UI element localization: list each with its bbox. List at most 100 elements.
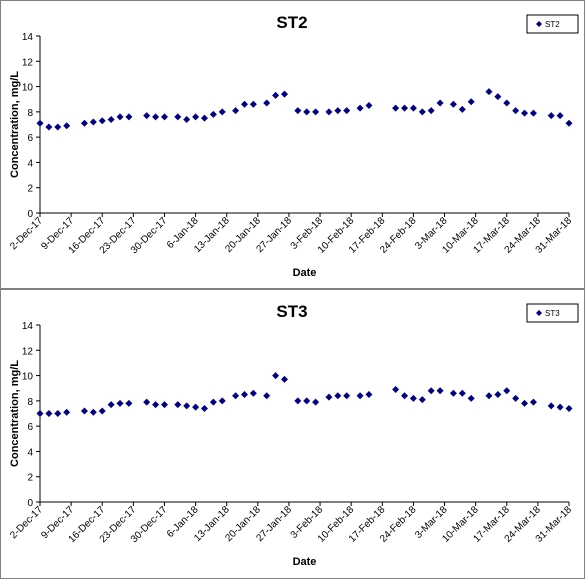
data-point xyxy=(160,401,168,409)
data-point xyxy=(529,109,537,117)
data-point xyxy=(54,123,62,131)
data-point xyxy=(192,403,200,411)
data-point xyxy=(547,112,555,120)
y-tick-label: 8 xyxy=(27,108,33,119)
data-point xyxy=(174,401,182,409)
data-point xyxy=(174,113,182,121)
data-point xyxy=(143,112,151,120)
data-point xyxy=(409,394,417,402)
data-point xyxy=(209,398,217,406)
data-point xyxy=(232,107,240,115)
y-tick-label: 12 xyxy=(22,57,34,68)
data-point xyxy=(356,104,364,112)
data-point xyxy=(547,402,555,410)
data-point xyxy=(280,90,288,98)
data-point xyxy=(303,108,311,116)
data-point xyxy=(312,108,320,116)
data-point xyxy=(116,113,124,121)
data-point xyxy=(263,99,271,107)
data-point xyxy=(116,399,124,407)
data-point xyxy=(36,410,44,417)
data-point xyxy=(107,115,115,123)
data-point xyxy=(218,397,226,405)
y-tick-label: 0 xyxy=(27,209,33,220)
data-point xyxy=(467,394,475,402)
data-point xyxy=(294,107,302,115)
data-point xyxy=(325,108,333,116)
y-tick-label: 4 xyxy=(27,158,33,169)
y-tick-label: 0 xyxy=(27,498,33,509)
data-point xyxy=(89,118,97,126)
data-point xyxy=(365,102,373,110)
data-point xyxy=(36,119,44,127)
data-point xyxy=(436,99,444,107)
data-point xyxy=(294,397,302,405)
data-point xyxy=(63,122,71,130)
data-point xyxy=(125,399,133,407)
legend-marker xyxy=(536,310,542,316)
data-point xyxy=(449,389,457,397)
data-point xyxy=(409,104,417,112)
legend: ST2 xyxy=(526,14,579,34)
y-axis-label: Concentration, mg/L xyxy=(9,360,21,467)
y-axis-label: Concentration, mg/L xyxy=(9,71,21,178)
data-point xyxy=(521,399,529,407)
legend: ST3 xyxy=(526,303,579,323)
data-point xyxy=(98,117,106,125)
legend-label: ST2 xyxy=(545,20,560,29)
data-point xyxy=(401,392,409,400)
data-point xyxy=(485,392,493,400)
legend-box xyxy=(526,14,579,34)
data-point xyxy=(529,398,537,406)
data-point xyxy=(565,119,573,127)
data-point xyxy=(325,393,333,401)
data-point xyxy=(45,123,53,131)
data-point xyxy=(312,398,320,406)
x-axis-label: Date xyxy=(293,556,317,568)
data-point xyxy=(485,88,493,96)
data-point xyxy=(343,392,351,400)
data-point xyxy=(521,109,529,117)
data-point xyxy=(392,385,400,393)
data-point xyxy=(427,387,435,395)
data-point xyxy=(467,98,475,106)
data-point xyxy=(272,91,280,99)
data-point xyxy=(240,391,248,399)
data-point xyxy=(183,115,191,123)
panel-border xyxy=(0,289,585,579)
data-point xyxy=(80,407,88,415)
legend-marker xyxy=(536,21,542,27)
data-point xyxy=(427,107,435,115)
data-point xyxy=(200,114,208,122)
data-point xyxy=(356,392,364,400)
data-point xyxy=(152,113,160,121)
data-point xyxy=(418,108,426,116)
data-point xyxy=(365,391,373,399)
y-tick-label: 12 xyxy=(22,346,34,357)
data-point xyxy=(334,392,342,400)
data-point xyxy=(125,113,133,121)
data-point xyxy=(512,394,520,402)
data-point xyxy=(503,387,511,395)
data-point xyxy=(183,402,191,410)
data-point xyxy=(249,100,257,108)
chart-title: ST2 xyxy=(276,13,307,32)
data-point xyxy=(54,410,62,417)
data-point xyxy=(565,404,573,412)
y-tick-label: 8 xyxy=(27,397,33,408)
data-point xyxy=(160,113,168,121)
data-point xyxy=(401,104,409,112)
data-point xyxy=(458,389,466,397)
y-tick-label: 10 xyxy=(22,83,34,94)
data-point xyxy=(458,105,466,113)
data-point xyxy=(512,107,520,115)
data-point xyxy=(143,398,151,406)
y-tick-label: 6 xyxy=(27,422,33,433)
data-point xyxy=(98,407,106,415)
y-tick-label: 14 xyxy=(22,321,34,332)
y-tick-label: 6 xyxy=(27,133,33,144)
data-point xyxy=(107,401,115,409)
data-point xyxy=(449,100,457,108)
data-point xyxy=(240,100,248,108)
data-point xyxy=(334,107,342,115)
